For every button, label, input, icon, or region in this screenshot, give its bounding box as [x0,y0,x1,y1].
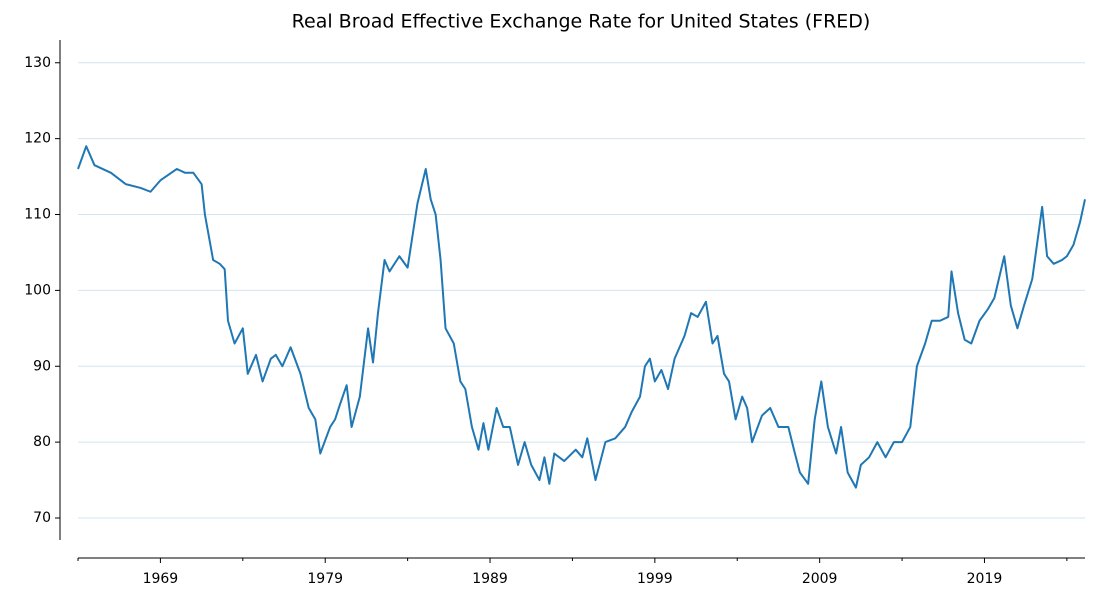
x-tick-label: 1999 [637,571,673,587]
y-tick-label: 80 [33,434,51,450]
x-tick-label: 2009 [802,571,838,587]
x-tick-label: 2019 [967,571,1003,587]
y-tick-label: 100 [24,282,51,298]
chart-title: Real Broad Effective Exchange Rate for U… [292,11,871,33]
y-tick-label: 90 [33,358,51,374]
y-tick-label: 70 [33,510,51,526]
x-tick-label: 1989 [472,571,508,587]
data-line [77,145,1086,489]
y-tick-label: 120 [24,131,51,147]
y-tick-label: 130 [24,55,51,71]
x-tick-label: 1969 [143,571,179,587]
y-tick-label: 110 [24,207,51,223]
x-tick-label: 1979 [307,571,343,587]
